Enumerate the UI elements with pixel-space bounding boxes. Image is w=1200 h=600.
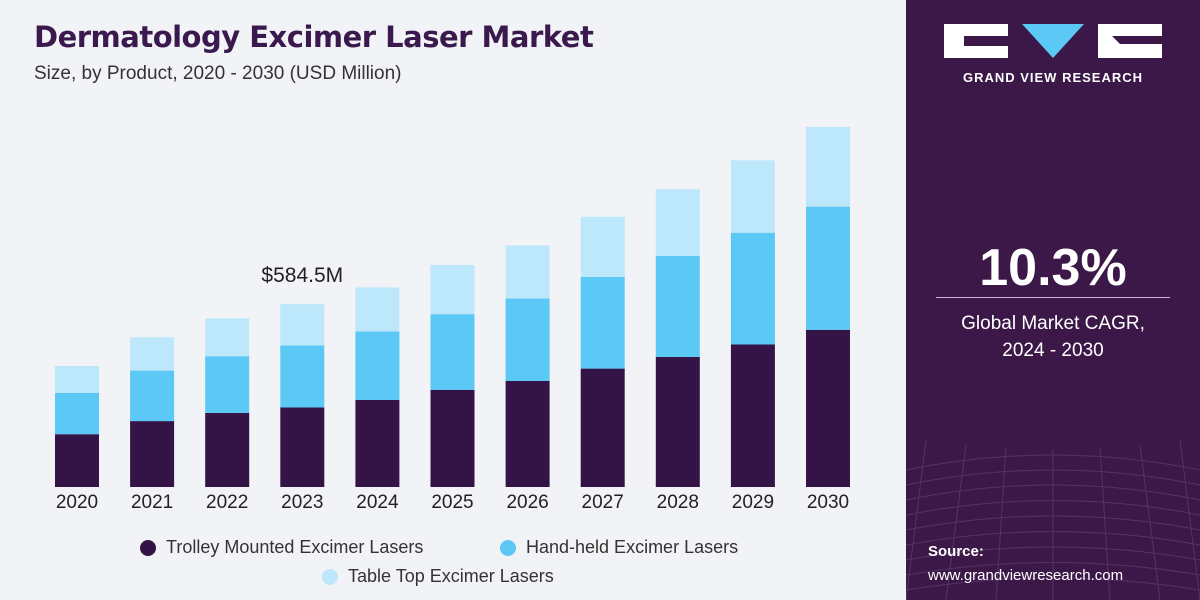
bar-segment-2030-1 (806, 329, 850, 487)
bar-segment-2020-2 (55, 392, 99, 435)
legend-item-tabletop: Table Top Excimer Lasers (322, 566, 554, 587)
bar-segment-2025-3 (430, 264, 475, 315)
x-tick-label: 2027 (582, 492, 624, 513)
chart-title: Dermatology Excimer Laser Market (34, 20, 594, 54)
x-tick-label: 2024 (356, 492, 399, 513)
value-annotation: $584.5M (261, 264, 343, 287)
bar-segment-2024-2 (355, 331, 400, 400)
legend-label-handheld: Hand-held Excimer Lasers (526, 537, 739, 557)
bar-segment-2020-3 (55, 366, 99, 393)
legend-swatch-trolley (140, 539, 156, 556)
bar-segment-2027-3 (580, 216, 625, 277)
bar-segment-2022-3 (205, 318, 250, 357)
bar-segment-2025-1 (430, 389, 475, 487)
cagr-value: 10.3% (979, 239, 1127, 297)
bar-segment-2021-3 (130, 337, 175, 371)
bar-segment-2028-3 (655, 189, 700, 256)
bar-segment-2023-1 (280, 407, 325, 487)
bar-segment-2028-2 (655, 255, 700, 357)
bar-segment-2026-3 (505, 245, 550, 299)
chart-subtitle: Size, by Product, 2020 - 2030 (USD Milli… (34, 63, 402, 84)
bar-segment-2026-2 (505, 298, 550, 381)
brand-name: GRAND VIEW RESEARCH (962, 70, 1144, 85)
bar-segment-2023-2 (280, 345, 325, 408)
bar-segment-2024-1 (355, 399, 400, 487)
x-tick-label: 2025 (431, 492, 473, 513)
bar-segment-2030-3 (806, 127, 850, 207)
side-panel: GRAND VIEW RESEARCH 10.3% Global Market … (906, 0, 1200, 600)
bar-segment-2024-3 (355, 287, 400, 332)
source-label: Source: (928, 543, 984, 560)
x-tick-label: 2021 (131, 492, 173, 513)
bar-segment-2027-1 (580, 368, 625, 487)
x-tick-label: 2030 (807, 492, 849, 513)
legend-swatch-handheld (500, 539, 516, 556)
chart-panel: Dermatology Excimer Laser Market Size, b… (34, 20, 850, 587)
x-tick-label: 2022 (206, 492, 248, 513)
bar-segment-2029-2 (730, 232, 775, 345)
bar-segment-2022-1 (205, 413, 250, 487)
legend-item-handheld: Hand-held Excimer Lasers (500, 537, 738, 558)
x-tick-label: 2029 (732, 492, 774, 513)
source-url[interactable]: www.grandviewresearch.com (928, 567, 1124, 584)
bar-segment-2028-1 (655, 356, 700, 487)
x-tick-label: 2028 (657, 492, 699, 513)
bar-segment-2023-3 (280, 304, 325, 346)
cagr-label: Global Market CAGR, 2024 - 2030 (906, 310, 1200, 364)
x-tick-label: 2020 (56, 492, 98, 513)
legend-label-trolley: Trolley Mounted Excimer Lasers (166, 537, 424, 557)
cagr-label-line1: Global Market CAGR, (961, 313, 1145, 334)
legend-item-trolley: Trolley Mounted Excimer Lasers (140, 537, 423, 558)
x-tick-label: 2026 (506, 492, 548, 513)
bar-segment-2020-1 (55, 434, 99, 487)
bar-segment-2030-2 (806, 206, 850, 330)
cagr-label-line2: 2024 - 2030 (1002, 340, 1104, 361)
bar-segment-2021-1 (130, 421, 175, 487)
legend-label-tabletop: Table Top Excimer Lasers (348, 566, 554, 586)
x-tick-label: 2023 (281, 492, 323, 513)
bar-segment-2022-2 (205, 356, 250, 413)
background-wave-pattern (906, 439, 1200, 600)
cagr-divider (936, 297, 1170, 298)
legend-swatch-tabletop (322, 568, 338, 585)
bar-segment-2029-3 (730, 160, 775, 233)
brand-logo (944, 24, 1162, 58)
bar-segment-2025-2 (430, 314, 475, 390)
bar-segment-2029-1 (730, 344, 775, 487)
bar-segment-2027-2 (580, 277, 625, 369)
stacked-bar-chart: 2020 2021 2022 2023 $584.5M 2024 2025 2026 2027 2… (55, 127, 850, 513)
bar-segment-2021-2 (130, 370, 175, 422)
bar-segment-2026-1 (505, 381, 550, 487)
